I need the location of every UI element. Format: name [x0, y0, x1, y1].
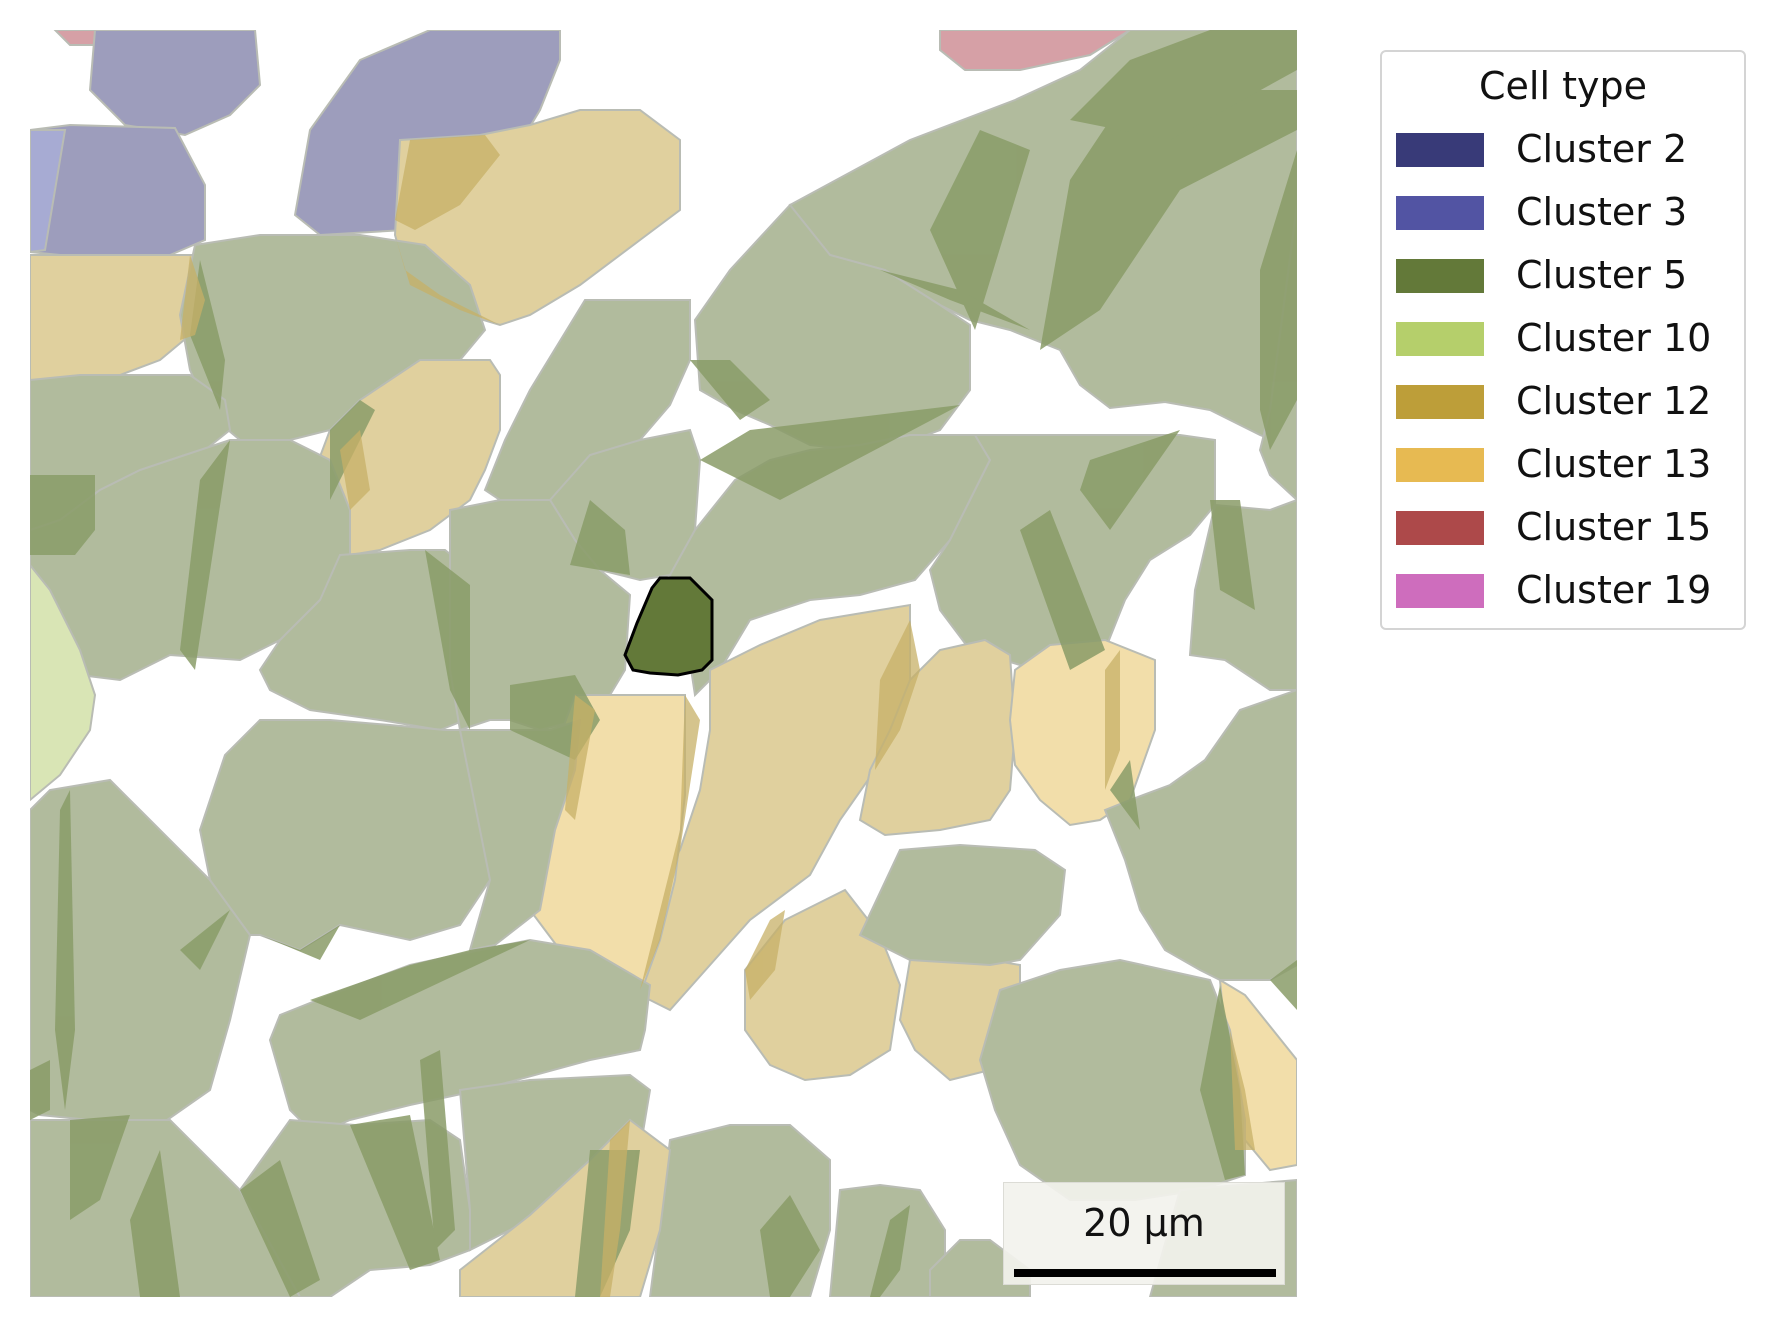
scale-bar: 20 µm	[1003, 1182, 1285, 1285]
cell-cluster-3[interactable]	[88, 30, 262, 137]
legend-label: Cluster 2	[1516, 127, 1688, 171]
legend-item-cluster-19: Cluster 19	[1396, 568, 1736, 612]
cell-cluster-13[interactable]	[858, 638, 1017, 837]
cell-cluster-10[interactable]	[30, 563, 97, 802]
cell-cluster-5[interactable]	[858, 843, 1067, 967]
legend-swatch	[1396, 196, 1484, 230]
legend-label: Cluster 3	[1516, 190, 1688, 234]
cell-cluster-5[interactable]	[198, 719, 491, 952]
legend-swatch	[1396, 259, 1484, 293]
legend-swatch	[1396, 133, 1484, 167]
legend-swatch	[1396, 385, 1484, 419]
legend-title: Cell type	[1479, 64, 1647, 108]
legend-label: Cluster 13	[1516, 442, 1712, 486]
legend-item-cluster-13: Cluster 13	[1396, 442, 1736, 486]
legend-item-cluster-3: Cluster 3	[1396, 190, 1736, 234]
legend-label: Cluster 5	[1516, 253, 1688, 297]
cell-cluster-5[interactable]	[693, 203, 971, 452]
cell-segmentation-map	[30, 30, 1297, 1297]
legend-label: Cluster 10	[1516, 316, 1712, 360]
cell-cluster-3[interactable]	[30, 123, 206, 260]
cell-cluster-15[interactable]	[939, 30, 1132, 71]
legend-swatch	[1396, 574, 1484, 608]
legend-item-cluster-5: Cluster 5	[1396, 253, 1736, 297]
scale-bar-line	[1014, 1269, 1276, 1277]
legend-swatch	[1396, 448, 1484, 482]
cell-cluster-3[interactable]	[30, 129, 67, 254]
legend-label: Cluster 12	[1516, 379, 1712, 423]
legend-label: Cluster 19	[1516, 568, 1712, 612]
legend: Cell type Cluster 2 Cluster 3 Cluster 5 …	[1380, 50, 1746, 630]
tan-overlap-shading	[180, 135, 1255, 1297]
highlighted-cell[interactable]	[623, 576, 714, 677]
legend-item-cluster-15: Cluster 15	[1396, 505, 1736, 549]
legend-item-cluster-12: Cluster 12	[1396, 379, 1736, 423]
overlap-shading	[30, 30, 1297, 1297]
legend-item-cluster-10: Cluster 10	[1396, 316, 1736, 360]
legend-swatch	[1396, 322, 1484, 356]
legend-item-cluster-2: Cluster 2	[1396, 127, 1736, 171]
legend-swatch	[1396, 511, 1484, 545]
legend-label: Cluster 15	[1516, 505, 1712, 549]
scale-bar-label: 20 µm	[1083, 1201, 1205, 1245]
